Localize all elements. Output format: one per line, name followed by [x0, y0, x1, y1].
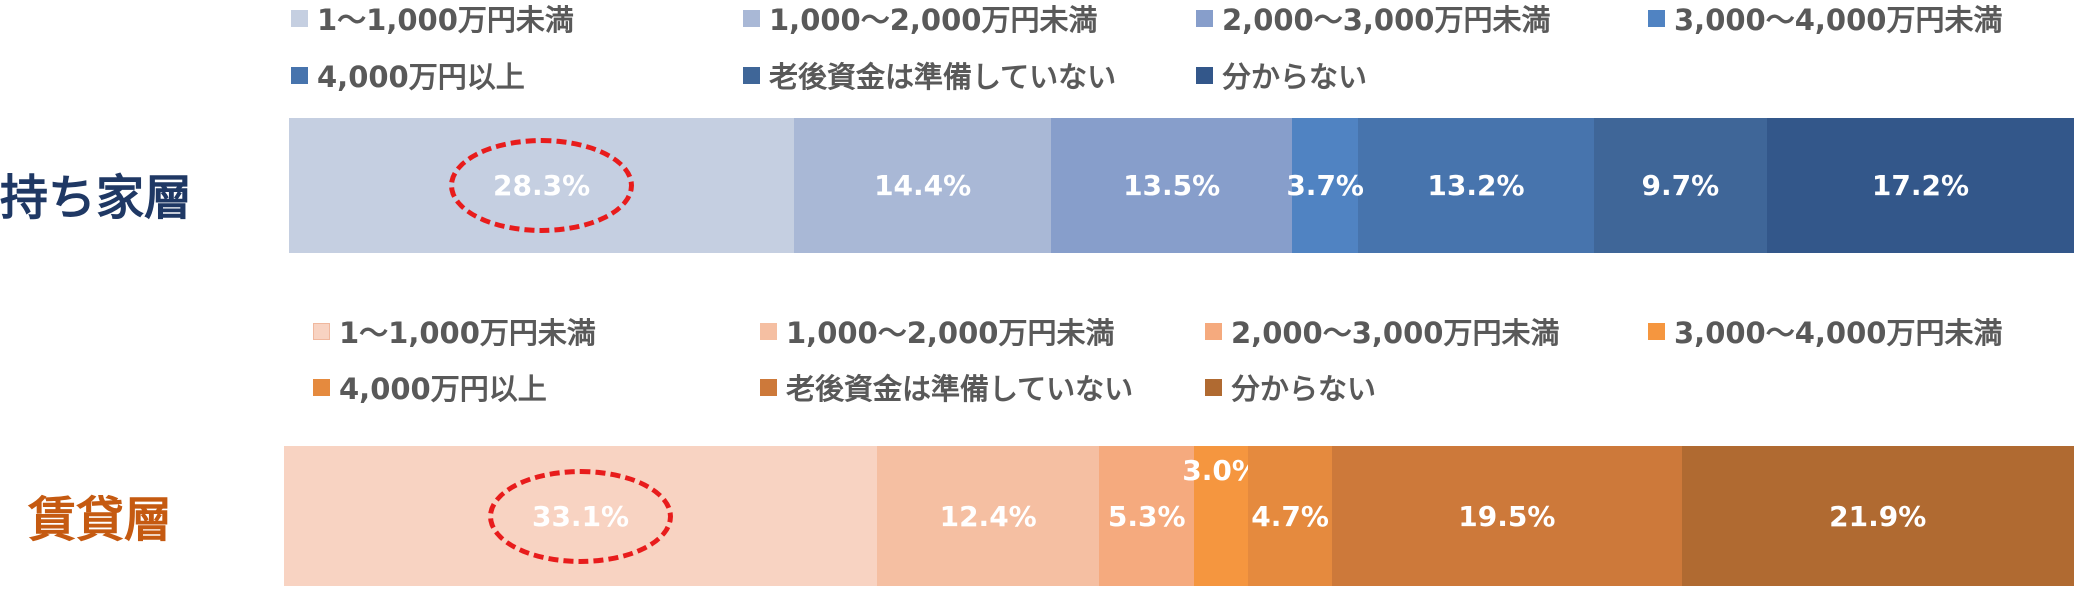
data-label: 33.1%	[531, 499, 630, 533]
data-label: 9.7%	[1641, 169, 1720, 202]
legend-item: 老後資金は準備していない	[743, 58, 1116, 94]
data-label: 28.3%	[493, 169, 591, 202]
legend-swatch	[1196, 66, 1213, 84]
legend-item: 1～1,000万円未満	[291, 1, 574, 37]
legend-swatch	[760, 378, 777, 396]
stacked-bar-renter: 33.1% 12.4% 5.3% 3.0% 4.7% 19.5% 21.9%	[284, 446, 2074, 586]
data-label: 5.3%	[1107, 499, 1186, 533]
data-label: 3.7%	[1286, 169, 1364, 202]
data-label: 14.4%	[874, 169, 972, 202]
bar-segment: 4.7%	[1247, 446, 1333, 586]
legend-label: 4,000万円以上	[339, 372, 547, 406]
legend-swatch	[743, 66, 760, 84]
row-label-renter: 賃貸層	[28, 492, 173, 548]
data-label: 19.5%	[1458, 499, 1556, 533]
legend-swatch	[313, 322, 330, 340]
legend-item: 4,000万円以上	[313, 370, 547, 406]
stacked-bar-owner: 28.3% 14.4% 13.5% 3.7% 13.2% 9.7% 17.2%	[289, 118, 2074, 253]
bar-segment: 13.5%	[1051, 118, 1293, 253]
legend-swatch	[743, 9, 760, 27]
legend-label: 1,000～2,000万円未満	[786, 316, 1115, 350]
data-label: 13.2%	[1427, 169, 1525, 202]
legend-item: 老後資金は準備していない	[760, 370, 1133, 406]
legend-label: 老後資金は準備していない	[786, 372, 1134, 406]
bar-segment: 3.0%	[1182, 446, 1260, 586]
bar-segment: 13.2%	[1358, 118, 1594, 253]
legend-label: 1～1,000万円未満	[317, 3, 574, 37]
legend-label: 3,000～4,000万円未満	[1674, 3, 2003, 37]
legend-swatch	[291, 66, 308, 84]
bar-segment: 19.5%	[1332, 446, 1682, 586]
bar-segment: 14.4%	[794, 118, 1052, 253]
legend-item: 1～1,000万円未満	[313, 314, 596, 350]
bar-segment: 3.7%	[1286, 118, 1364, 253]
legend-item: 1,000～2,000万円未満	[760, 314, 1114, 350]
legend-label: 老後資金は準備していない	[769, 60, 1117, 94]
legend-label: 1～1,000万円未満	[339, 316, 596, 350]
legend-swatch	[1205, 322, 1222, 340]
legend-label: 分からない	[1231, 372, 1377, 406]
legend-item: 分からない	[1205, 370, 1376, 406]
legend-label: 1,000～2,000万円未満	[769, 3, 1098, 37]
bar-segment: 5.3%	[1099, 446, 1195, 586]
legend-item: 3,000～4,000万円未満	[1648, 1, 2002, 37]
data-label: 12.4%	[939, 499, 1037, 533]
bar-segment: 12.4%	[877, 446, 1100, 586]
bar-segment: 33.1%	[284, 446, 878, 586]
bar-segment: 21.9%	[1681, 446, 2074, 586]
legend-item: 3,000～4,000万円未満	[1648, 314, 2002, 350]
legend-item: 2,000～3,000万円未満	[1196, 1, 1550, 37]
data-label: 21.9%	[1829, 499, 1927, 533]
legend-swatch	[291, 9, 308, 27]
legend-item: 2,000～3,000万円未満	[1205, 314, 1559, 350]
legend-swatch	[760, 322, 777, 340]
data-label: 4.7%	[1251, 499, 1329, 533]
legend-swatch	[1648, 322, 1665, 340]
bar-segment: 17.2%	[1766, 118, 2074, 253]
legend-label: 4,000万円以上	[317, 60, 525, 94]
legend-label: 3,000～4,000万円未満	[1674, 316, 2003, 350]
legend-item: 1,000～2,000万円未満	[743, 1, 1097, 37]
bar-segment: 9.7%	[1593, 118, 1767, 253]
data-label: 3.0%	[1182, 454, 1260, 487]
bar-segment: 28.3%	[289, 118, 795, 253]
legend-swatch	[313, 378, 330, 396]
legend-swatch	[1205, 378, 1222, 396]
legend-swatch	[1648, 9, 1665, 27]
row-label-owner: 持ち家層	[0, 170, 193, 226]
data-label: 13.5%	[1123, 169, 1221, 202]
legend-swatch	[1196, 9, 1213, 27]
legend-label: 分からない	[1222, 60, 1368, 94]
legend-label: 2,000～3,000万円未満	[1222, 3, 1551, 37]
legend-item: 4,000万円以上	[291, 58, 525, 94]
data-label: 17.2%	[1871, 169, 1969, 202]
legend-item: 分からない	[1196, 58, 1367, 94]
legend-label: 2,000～3,000万円未満	[1231, 316, 1560, 350]
